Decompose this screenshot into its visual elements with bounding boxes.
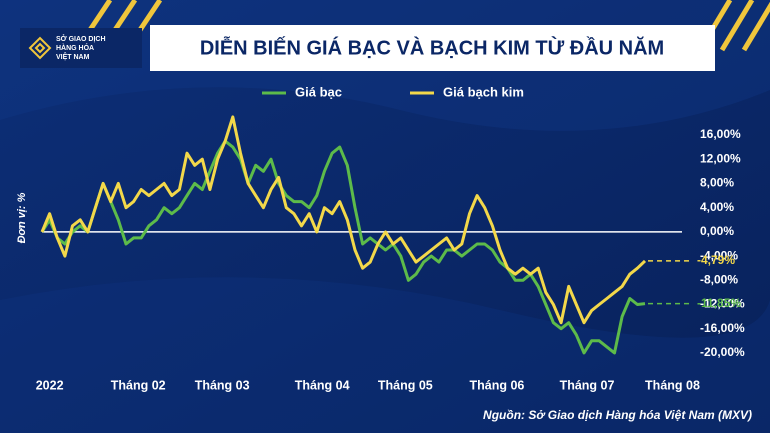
legend-label: Giá bạch kim — [443, 84, 524, 99]
logo-text: VIỆT NAM — [56, 52, 90, 61]
end-label: -11,85% — [697, 296, 741, 310]
end-label: -4,79% — [697, 253, 735, 267]
logo-box — [20, 28, 142, 68]
x-tick-label: 2022 — [36, 378, 64, 392]
y-axis-label: Đơn vị: % — [16, 192, 28, 243]
x-tick-label: Tháng 05 — [378, 378, 433, 392]
y-tick-label: -12,00% — [700, 297, 745, 311]
x-tick-label: Tháng 03 — [195, 378, 250, 392]
x-tick-label: Tháng 07 — [560, 378, 615, 392]
x-tick-label: Tháng 06 — [469, 378, 524, 392]
logo-icon — [28, 36, 52, 60]
legend-label: Giá bạc — [295, 84, 342, 99]
y-tick-label: 8,00% — [700, 176, 734, 190]
y-tick-label: -8,00% — [700, 272, 738, 286]
logo-text: SỞ GIAO DỊCH — [56, 34, 106, 43]
x-tick-label: Tháng 02 — [111, 378, 166, 392]
chart-title: DIỄN BIẾN GIÁ BẠC VÀ BẠCH KIM TỪ ĐẦU NĂM — [200, 35, 664, 59]
y-tick-label: -16,00% — [700, 321, 745, 335]
title-box — [150, 25, 715, 71]
series-line — [40, 139, 646, 355]
y-tick-label: -20,00% — [700, 345, 745, 359]
x-tick-label: Tháng 04 — [295, 378, 350, 392]
logo-text: HÀNG HÓA — [56, 43, 94, 52]
y-tick-label: 12,00% — [700, 151, 741, 165]
source: Nguồn: Sở Giao dịch Hàng hóa Việt Nam (M… — [483, 408, 752, 422]
series-line — [40, 115, 647, 325]
y-tick-label: 16,00% — [700, 127, 741, 141]
y-tick-label: 0,00% — [700, 224, 734, 238]
y-tick-label: 4,00% — [700, 200, 734, 214]
wave — [0, 277, 770, 433]
x-tick-label: Tháng 08 — [645, 378, 700, 392]
y-tick-label: -4,00% — [700, 248, 738, 262]
